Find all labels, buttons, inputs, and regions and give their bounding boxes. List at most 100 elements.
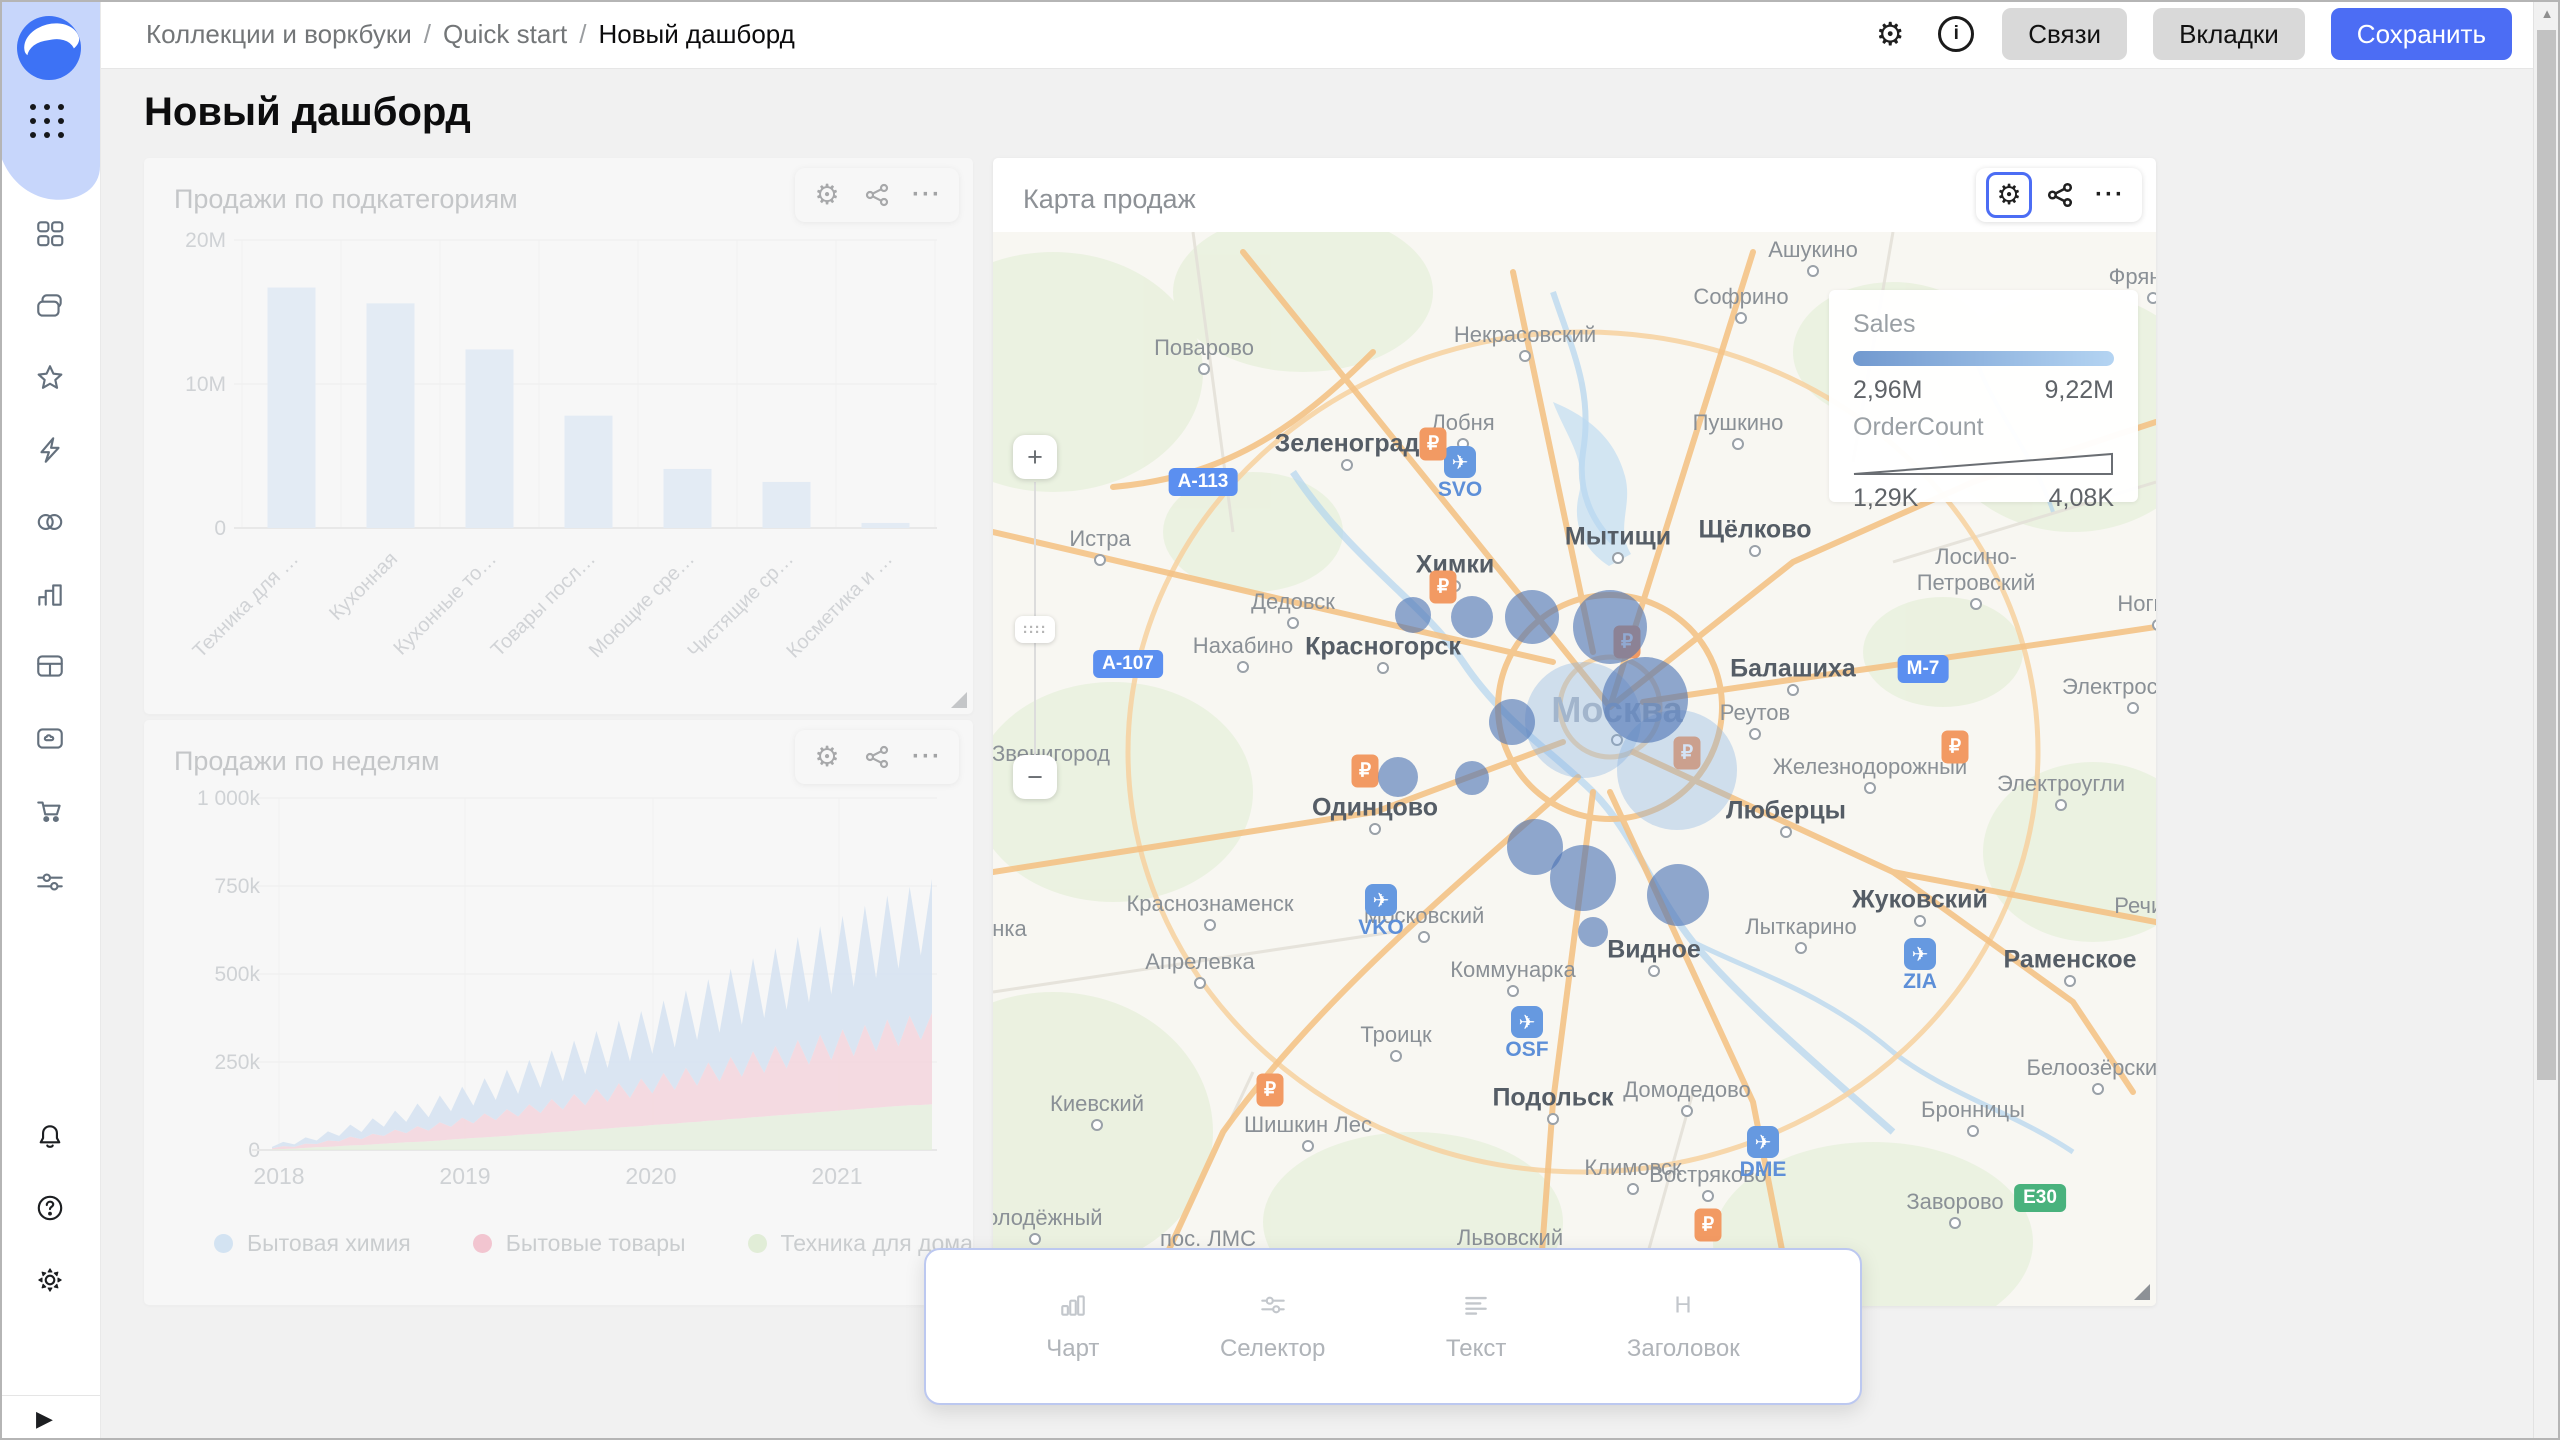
map-city-label: Софрино: [1693, 284, 1789, 309]
map-city-label: Электроугли: [1997, 771, 2125, 796]
legend-label: Бытовые товары: [505, 1230, 686, 1256]
map-city-dot: [1970, 598, 1982, 610]
settings-button[interactable]: [26, 1256, 74, 1304]
map-zoom-in-button[interactable]: +: [1013, 435, 1057, 479]
map-city-label: Киевский: [1050, 1091, 1144, 1116]
legend-color-dot: [747, 1234, 767, 1253]
scrollbar-thumb[interactable]: [2537, 30, 2556, 1080]
ruble-badge-icon: ₽: [1256, 1073, 1284, 1107]
map-city-label: Кубинка: [993, 916, 1027, 941]
ruble-badge-icon: ₽: [1429, 570, 1457, 604]
widget-settings-button[interactable]: ⚙: [1986, 172, 2032, 218]
widget-sales-map[interactable]: Карта продаж ⚙ ···: [993, 158, 2156, 1306]
map[interactable]: Ашукино Фряново Софрино Некрасовский Поваров…: [993, 232, 2156, 1306]
bar-chart-icon: [38, 584, 62, 606]
sidebar-header-curve: [0, 150, 100, 212]
links-button[interactable]: Связи: [2002, 8, 2128, 60]
map-zoom-out-button[interactable]: −: [1013, 755, 1057, 799]
sidebar-item-services[interactable]: [26, 858, 74, 906]
save-button[interactable]: Сохранить: [2330, 8, 2512, 60]
map-city-dot: [1807, 265, 1819, 277]
toolbar-item-heading[interactable]: H Заголовок: [1627, 1290, 1740, 1363]
road-badge: А-107: [1093, 650, 1163, 678]
widget-links-button[interactable]: [855, 173, 899, 217]
apps-grid-icon[interactable]: [30, 104, 70, 144]
widget-more-button[interactable]: ···: [905, 735, 949, 779]
airport-icon: ✈: [1511, 1006, 1543, 1038]
toolbar-item-selector[interactable]: Селектор: [1220, 1290, 1325, 1363]
map-city-label: Мытищи: [1564, 522, 1672, 551]
page-scrollbar[interactable]: ▲: [2533, 0, 2560, 1440]
map-city-dot: [1287, 617, 1299, 629]
sidebar-item-collections[interactable]: [26, 210, 74, 258]
airport-code-label: SVO: [1437, 478, 1483, 501]
chart-legend: Бытовая химия Бытовые товары Техника для д…: [214, 1230, 973, 1257]
info-button[interactable]: i: [1936, 14, 1976, 54]
map-city-dot: [1914, 915, 1926, 927]
map-city-dot: [1198, 363, 1210, 375]
map-city-label: Реутов: [1719, 700, 1791, 725]
sidebar-item-storage[interactable]: [26, 714, 74, 762]
gear-icon: ⚙: [1875, 16, 1905, 52]
tabs-button[interactable]: Вкладки: [2153, 8, 2305, 60]
sidebar-item-charts[interactable]: [26, 570, 74, 618]
map-city-dot: [2127, 702, 2139, 714]
map-city-dot: [1204, 919, 1216, 931]
sidebar-item-favorites[interactable]: [26, 354, 74, 402]
svg-text:Чистящие ср…: Чистящие ср…: [684, 548, 798, 662]
widget-links-button[interactable]: [855, 735, 899, 779]
breadcrumb-item[interactable]: Коллекции и воркбуки: [146, 18, 412, 49]
map-city-dot: [1648, 965, 1660, 977]
widget-more-button[interactable]: ···: [2088, 173, 2132, 217]
sidebar-item-dashboards[interactable]: [26, 642, 74, 690]
sidebar-item-workbooks[interactable]: [26, 282, 74, 330]
breadcrumb-item[interactable]: Quick start: [442, 18, 568, 49]
svg-text:Техника для …: Техника для …: [189, 548, 303, 662]
ellipsis-icon: ···: [912, 181, 942, 208]
sidebar-item-connections[interactable]: [26, 426, 74, 474]
map-city-dot: [1094, 554, 1106, 566]
legend-color-dot: [214, 1234, 233, 1253]
map-city-dot: [1341, 459, 1353, 471]
map-city-dot: [1377, 662, 1389, 674]
breadcrumb-item: Новый дашборд: [598, 18, 795, 49]
ordercount-wedge: [1853, 452, 2113, 475]
sidebar-item-datasets[interactable]: [26, 498, 74, 546]
map-city-label: Видное: [1607, 935, 1701, 964]
scrollbar-up-arrow[interactable]: ▲: [2540, 6, 2554, 21]
lightning-icon: [40, 437, 60, 463]
widget-more-button[interactable]: ···: [905, 173, 949, 217]
datalens-logo[interactable]: [17, 16, 81, 80]
legend-item[interactable]: Бытовая химия: [214, 1230, 411, 1257]
legend-color-dot: [472, 1234, 492, 1253]
map-city-dot: [1735, 312, 1747, 324]
edit-toolbar: Чарт Селектор Текст H Заголовок: [924, 1248, 1862, 1405]
widget-settings-button[interactable]: ⚙: [805, 735, 849, 779]
dashboard-settings-button[interactable]: ⚙: [1870, 14, 1910, 54]
map-city-dot: [2055, 799, 2067, 811]
svg-text:2019: 2019: [439, 1163, 490, 1189]
toolbar-item-chart[interactable]: Чарт: [1046, 1290, 1099, 1363]
sales-legend-label: Sales: [1853, 310, 1916, 338]
map-bubble: [1550, 845, 1616, 911]
widget-resize-handle[interactable]: [2134, 1284, 2150, 1300]
widget-sales-by-subcategory[interactable]: Продажи по подкатегориям ⚙ ··· 20M 10M 0 Те…: [144, 158, 973, 714]
help-button[interactable]: [26, 1184, 74, 1232]
map-city-dot: [1390, 1050, 1402, 1062]
svg-text:1 000k: 1 000k: [197, 790, 261, 810]
legend-item[interactable]: Бытовые товары: [472, 1230, 686, 1257]
sidebar-item-marketplace[interactable]: [26, 786, 74, 834]
ellipsis-icon: ···: [2095, 181, 2125, 208]
widget-resize-handle[interactable]: [951, 692, 967, 708]
expand-sidebar-button[interactable]: ▶: [36, 1406, 53, 1431]
map-zoom-handle[interactable]: ···· ····: [1015, 616, 1055, 643]
widget-sales-by-week[interactable]: Продажи по неделям ⚙ ··· 1 000k 750k 500k 2…: [144, 720, 973, 1305]
map-city-label: Климовск: [1584, 1155, 1682, 1180]
widget-settings-button[interactable]: ⚙: [805, 173, 849, 217]
widget-links-button[interactable]: [2038, 173, 2082, 217]
toolbar-item-text[interactable]: Текст: [1446, 1290, 1506, 1363]
map-city-label: Белоозёрский: [2026, 1055, 2156, 1080]
relations-icon: [865, 745, 889, 769]
airport-code-label: DME: [1739, 1158, 1787, 1181]
notifications-button[interactable]: [26, 1113, 74, 1161]
